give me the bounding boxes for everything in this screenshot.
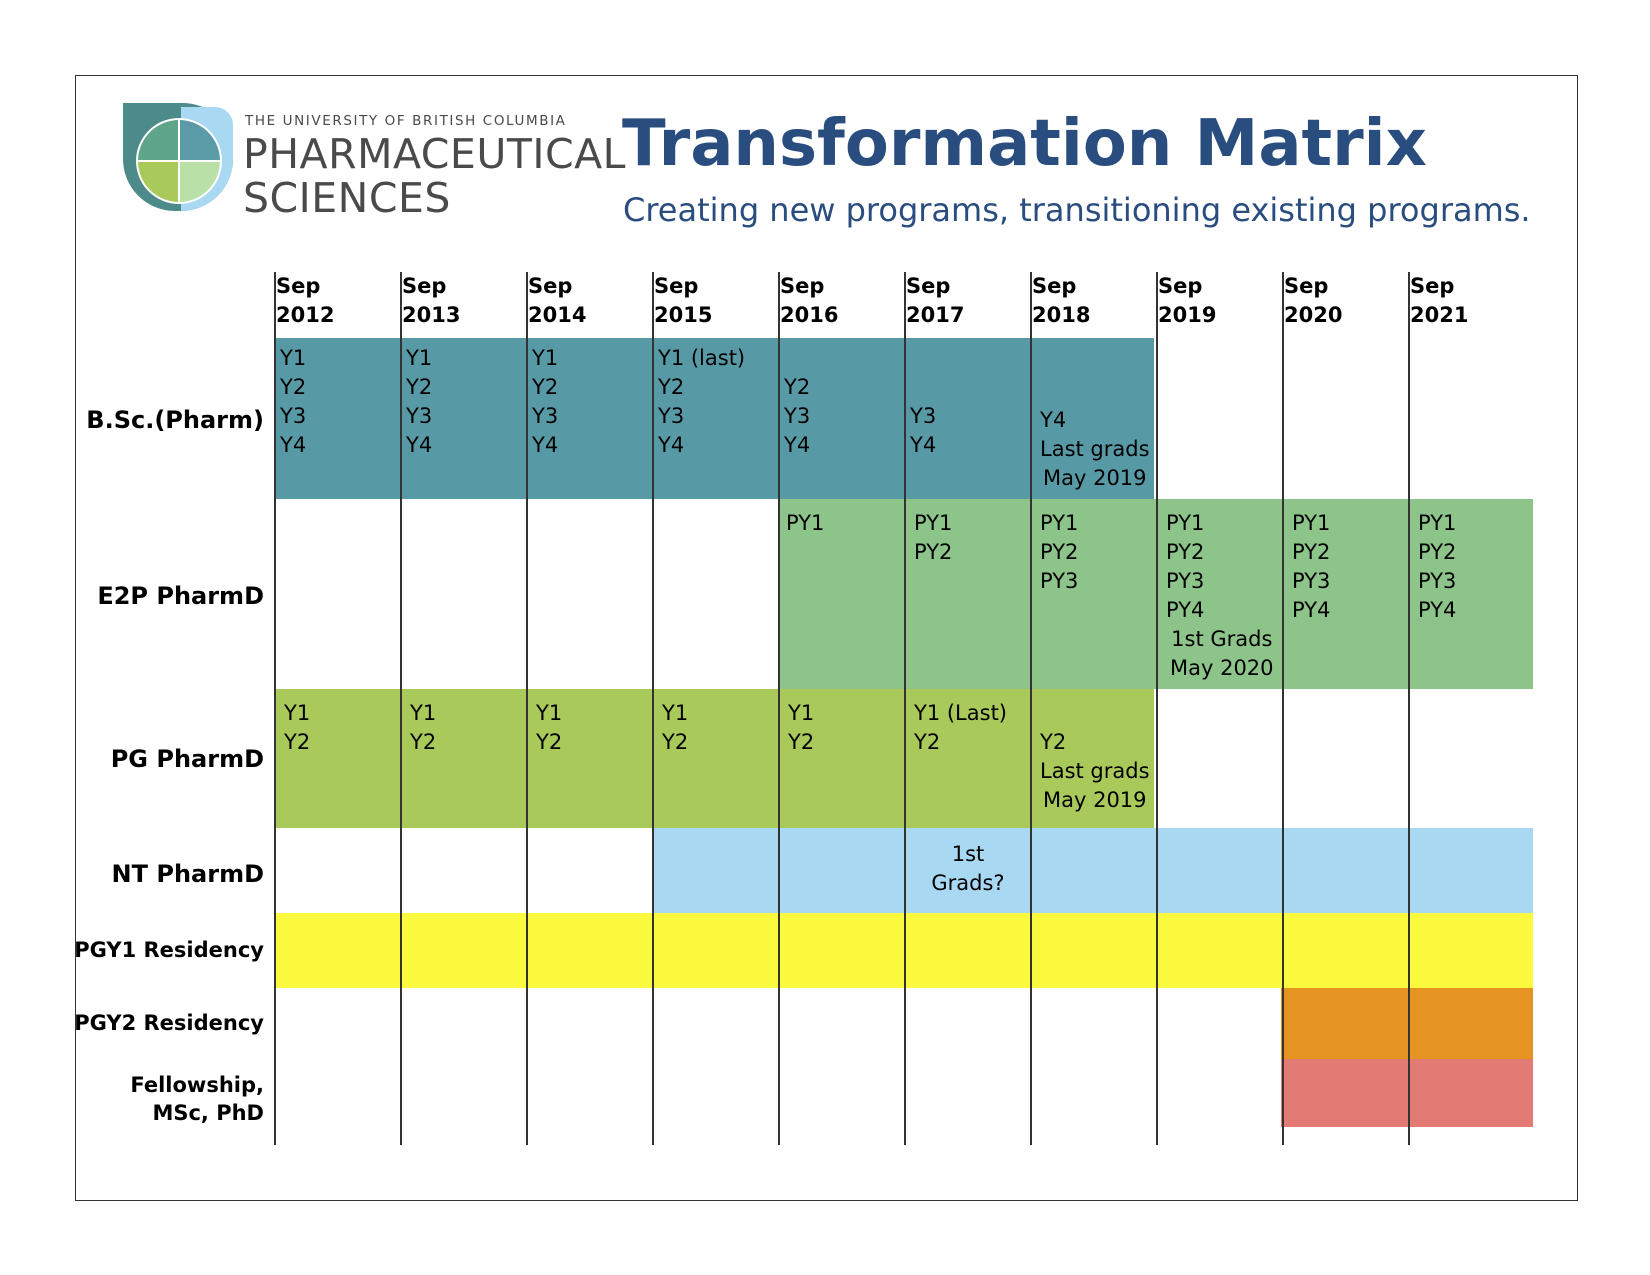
pg-cell-2013: Y1 Y2 — [410, 701, 437, 754]
e2p-note-first-grads: 1st Grads May 2020 — [1170, 627, 1274, 680]
pg-cell-2014: Y1 Y2 — [536, 701, 563, 754]
column-header-2016: Sep 2016 — [780, 274, 839, 327]
row-label-pgy1: PGY1 Residency — [74, 938, 264, 962]
faculty-name-line2: SCIENCES — [243, 174, 451, 222]
column-divider — [1408, 272, 1410, 1145]
e2p-cell-2016: PY1 — [786, 511, 825, 535]
bsc-cell-2018: Y4 Last grads May 2019 — [1040, 408, 1150, 490]
row-label-nt: NT PharmD — [111, 860, 264, 888]
column-header-2015: Sep 2015 — [654, 274, 713, 327]
e2p-cell-2019: PY1 PY2 PY3 PY4 — [1166, 511, 1205, 622]
fellowship-band — [1281, 1059, 1533, 1127]
e2p-cell-2020: PY1 PY2 PY3 PY4 — [1292, 511, 1331, 622]
column-header-2013: Sep 2013 — [402, 274, 461, 327]
bsc-cell-2016: Y2 Y3 Y4 — [784, 375, 811, 457]
column-divider — [1282, 272, 1284, 1145]
column-header-2020: Sep 2020 — [1284, 274, 1343, 327]
column-divider — [1156, 272, 1158, 1145]
column-divider — [400, 272, 402, 1145]
e2p-cell-2017: PY1 PY2 — [914, 511, 953, 564]
e2p-cell-2018: PY1 PY2 PY3 — [1040, 511, 1079, 593]
pg-cell-2018: Y2 Last grads May 2019 — [1040, 730, 1150, 812]
pgy1-band — [274, 913, 1533, 988]
pg-cell-2016: Y1 Y2 — [788, 701, 815, 754]
bsc-cell-2014: Y1 Y2 Y3 Y4 — [532, 346, 559, 457]
column-header-2014: Sep 2014 — [528, 274, 587, 327]
pgy2-band — [1281, 988, 1533, 1059]
column-header-2017: Sep 2017 — [906, 274, 965, 327]
bsc-band — [274, 338, 1154, 499]
bsc-cell-2015: Y1 (last) Y2 Y3 Y4 — [658, 346, 746, 457]
faculty-name-line1: PHARMACEUTICAL — [243, 130, 626, 178]
row-label-e2p: E2P PharmD — [97, 582, 264, 610]
page-subtitle: Creating new programs, transitioning exi… — [623, 191, 1531, 229]
column-header-2018: Sep 2018 — [1032, 274, 1091, 327]
bsc-cell-2012: Y1 Y2 Y3 Y4 — [280, 346, 307, 457]
column-header-2021: Sep 2021 — [1410, 274, 1469, 327]
column-divider — [274, 272, 276, 1145]
column-divider — [526, 272, 528, 1145]
pg-cell-2017: Y1 (Last) Y2 — [914, 701, 1007, 754]
column-divider — [778, 272, 780, 1145]
column-divider — [904, 272, 906, 1145]
bsc-cell-2017: Y3 Y4 — [910, 404, 937, 457]
nt-band — [652, 828, 1533, 913]
page-title: Transformation Matrix — [622, 107, 1427, 181]
pg-cell-2012: Y1 Y2 — [284, 701, 311, 754]
bsc-cell-2013: Y1 Y2 Y3 Y4 — [406, 346, 433, 457]
page-frame — [75, 75, 1578, 1201]
row-label-pg: PG PharmD — [110, 745, 264, 773]
pg-band — [274, 689, 1154, 828]
pg-cell-2015: Y1 Y2 — [662, 701, 689, 754]
row-label-bsc: B.Sc.(Pharm) — [86, 406, 264, 434]
ubc-logo-icon — [123, 103, 233, 211]
nt-note-first-grads: 1st Grads? — [931, 842, 1005, 895]
university-name: THE UNIVERSITY OF BRITISH COLUMBIA — [245, 113, 567, 129]
column-header-2019: Sep 2019 — [1158, 274, 1217, 327]
e2p-cell-2021: PY1 PY2 PY3 PY4 — [1418, 511, 1457, 622]
row-label-fellowship: Fellowship, MSc, PhD — [130, 1073, 264, 1125]
row-label-pgy2: PGY2 Residency — [74, 1011, 264, 1035]
column-divider — [1030, 272, 1032, 1145]
column-divider — [652, 272, 654, 1145]
column-header-2012: Sep 2012 — [276, 274, 335, 327]
